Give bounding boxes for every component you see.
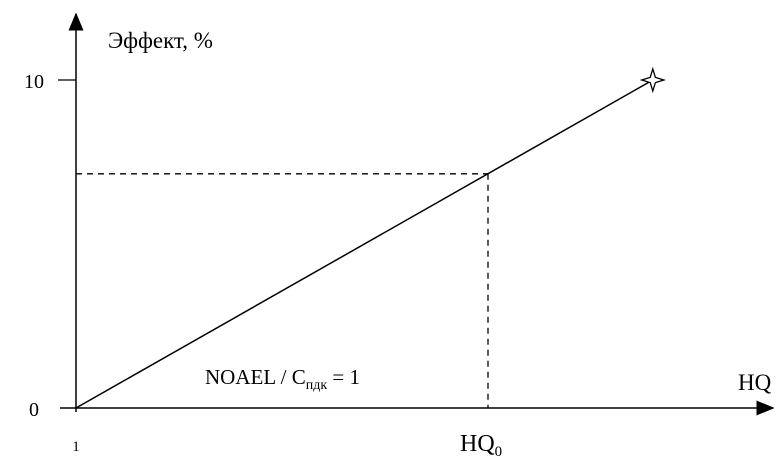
annotation-tail: = 1 [327, 365, 360, 389]
x-tick-label: 1 [72, 439, 80, 455]
annotation-main: NOAEL / C [205, 365, 306, 389]
x-marker-label: HQ0 [460, 431, 502, 459]
x-marker-label-sub: 0 [495, 444, 503, 459]
annotation-sub: пдк [306, 378, 328, 393]
x-marker-label-main: HQ [460, 431, 495, 457]
series-line [75, 79, 654, 409]
series-end-star-marker [639, 66, 666, 94]
y-axis-label: Эффект, % [108, 28, 213, 53]
x-axis-label: HQ [738, 370, 772, 395]
ticks-layer: 0 10 1 [24, 71, 80, 455]
guide-lines [76, 173, 489, 408]
annotation-text: NOAEL / Cпдк = 1 [205, 365, 360, 393]
series-layer [75, 66, 666, 409]
y-tick-label: 10 [24, 71, 44, 93]
y-tick-label: 0 [29, 399, 39, 421]
